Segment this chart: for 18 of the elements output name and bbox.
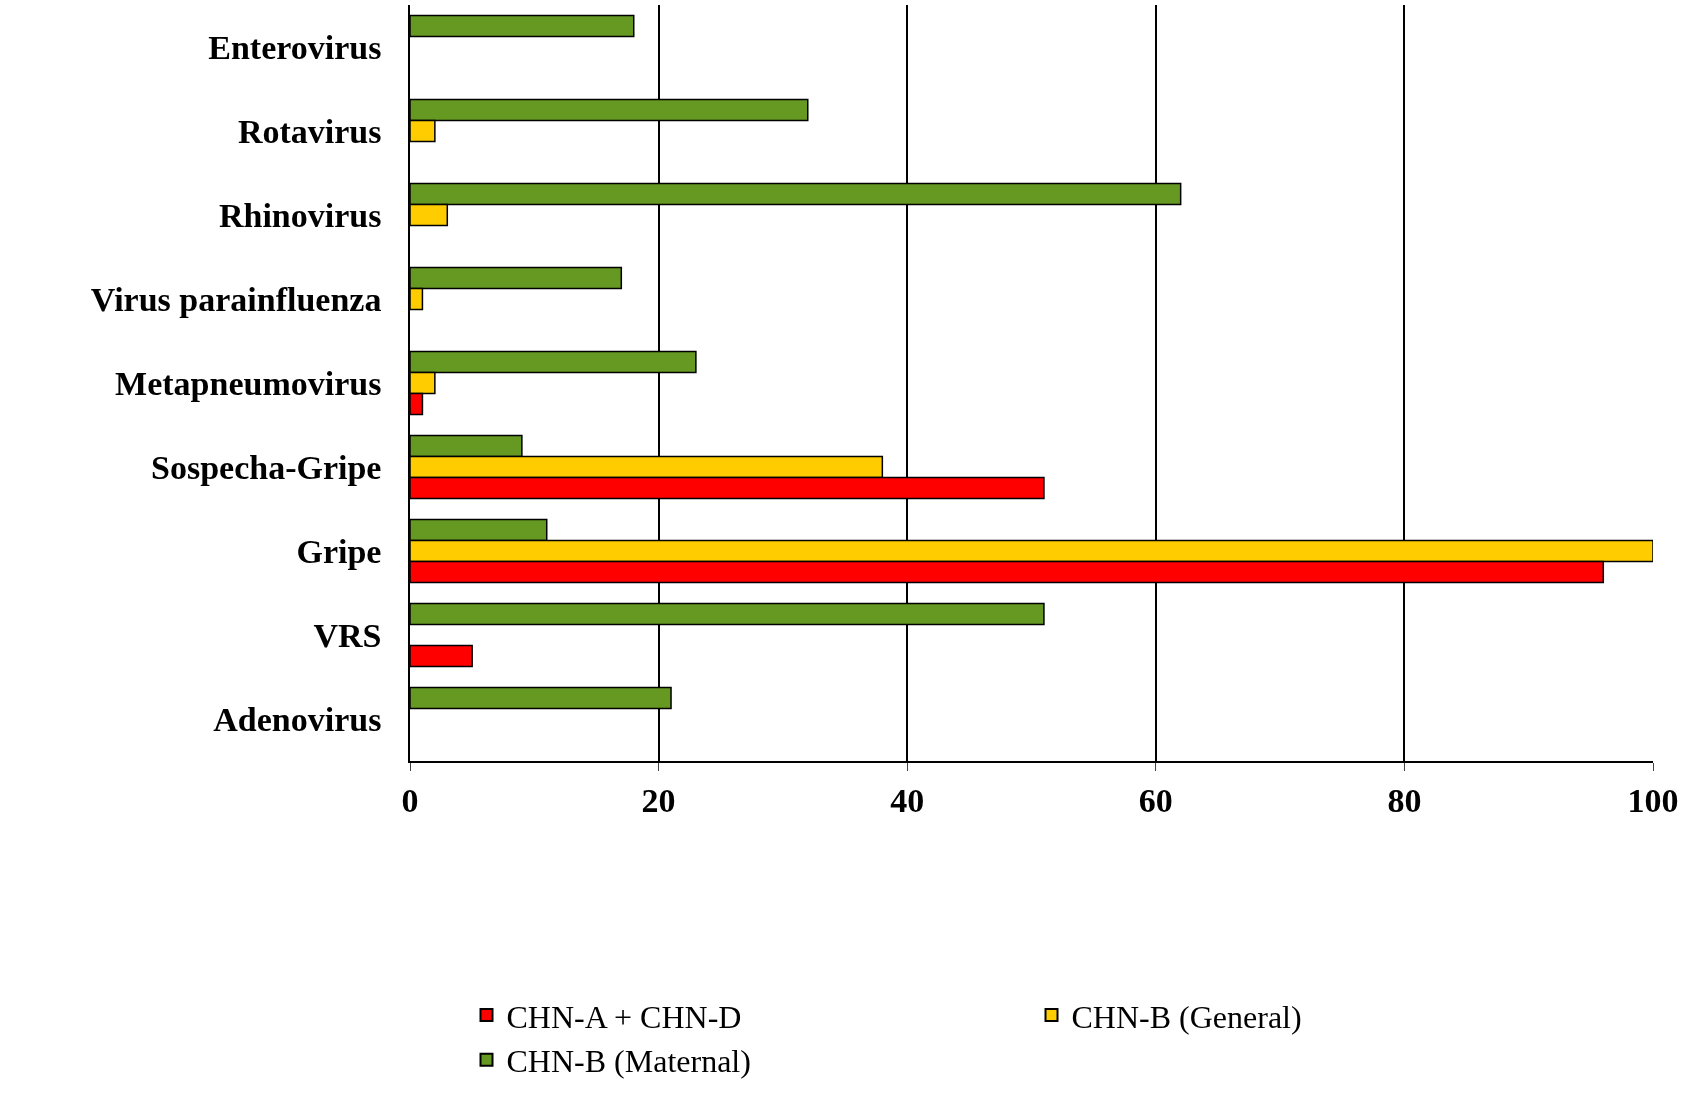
y-tick-label: Gripe [296, 532, 382, 570]
y-tick-label: Adenovirus [213, 700, 382, 738]
y-tick-label: Enterovirus [208, 28, 382, 66]
y-tick-label: Metapneumovirus [115, 364, 382, 402]
x-tick-label: 60 [1138, 781, 1173, 819]
x-tick-label: 80 [1387, 781, 1422, 819]
legend-label: CHN-B (Maternal) [506, 1043, 751, 1080]
x-tick-label: 100 [1627, 781, 1679, 819]
y-tick-label: Sospecha-Gripe [151, 448, 382, 486]
x-tick-label: 0 [401, 781, 419, 819]
y-tick-label: Rotavirus [237, 112, 382, 150]
y-tick-label: VRS [313, 616, 382, 654]
x-tick-label: 20 [641, 781, 676, 819]
legend-label: CHN-A + CHN-D [506, 998, 742, 1035]
x-tick-label: 40 [890, 781, 925, 819]
y-tick-label: Virus parainfluenza [90, 280, 382, 318]
legend-label: CHN-B (General) [1071, 998, 1302, 1035]
y-tick-label: Rhinovirus [218, 196, 382, 234]
